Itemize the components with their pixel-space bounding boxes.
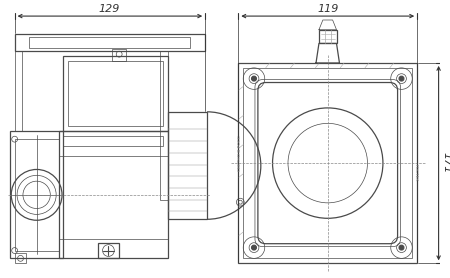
Bar <box>10 131 63 258</box>
Bar <box>15 51 22 131</box>
Text: 171: 171 <box>441 152 450 174</box>
Bar <box>160 51 168 131</box>
Bar <box>63 56 168 131</box>
Bar <box>112 49 126 61</box>
Circle shape <box>399 245 404 250</box>
Bar <box>243 68 412 258</box>
Bar <box>15 34 205 51</box>
Bar <box>63 136 163 146</box>
Circle shape <box>252 245 256 250</box>
Text: 129: 129 <box>99 4 120 14</box>
Circle shape <box>252 76 256 81</box>
Bar <box>58 131 168 258</box>
Bar <box>15 139 58 250</box>
Text: СВЕТНО В РОСС: СВЕТНО В РОСС <box>238 135 242 171</box>
Bar <box>98 243 119 258</box>
Bar <box>160 131 168 200</box>
Text: ГОСТЕК: ГОСТЕК <box>413 164 417 182</box>
Bar <box>15 254 27 263</box>
Bar <box>238 63 417 263</box>
Bar <box>29 37 190 48</box>
Bar <box>319 30 337 43</box>
Bar <box>168 112 207 219</box>
Circle shape <box>399 76 404 81</box>
Bar <box>68 61 163 126</box>
Text: 119: 119 <box>317 4 338 14</box>
